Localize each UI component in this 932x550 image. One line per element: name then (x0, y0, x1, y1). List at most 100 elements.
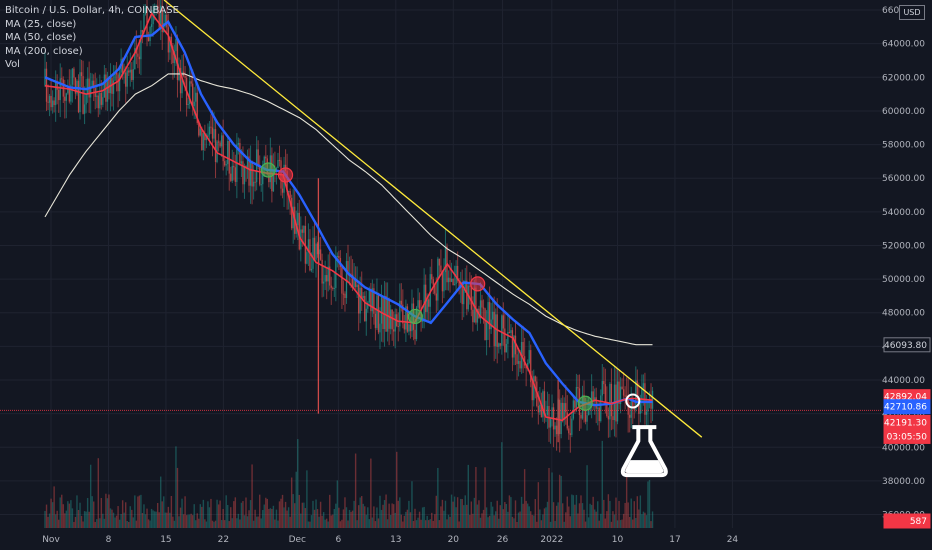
candle-body (344, 293, 346, 299)
candle-body (543, 391, 546, 416)
volume-bar (476, 504, 479, 528)
candle-body (208, 126, 211, 135)
candle-body (85, 94, 87, 105)
candle-body (406, 306, 409, 332)
volume-bar (610, 521, 613, 528)
volume-bar (100, 497, 103, 528)
volume-histogram (44, 439, 654, 528)
volume-bar (367, 507, 369, 528)
x-tick-label: 17 (669, 535, 680, 545)
volume-bar (543, 508, 546, 528)
legend-ma50[interactable]: MA (50, close) (5, 32, 77, 43)
candle-body (138, 56, 141, 60)
volume-bar (498, 518, 500, 528)
volume-bar (102, 513, 104, 528)
volume-bar (638, 509, 640, 528)
volume-bar (563, 521, 565, 528)
candle-body (195, 92, 197, 102)
candle-body (164, 14, 166, 23)
candle-body (385, 295, 387, 332)
candle-body (432, 279, 434, 285)
candle-body (645, 411, 648, 415)
candle-body (50, 95, 52, 108)
volume-bar (333, 509, 336, 528)
candle-body (423, 284, 425, 320)
currency-label[interactable]: USD (899, 5, 925, 20)
volume-bar (245, 497, 247, 528)
volume-bar (195, 520, 197, 528)
candle-body (330, 285, 332, 288)
candle-body (287, 191, 290, 193)
volume-bar (161, 501, 163, 528)
candle-body (391, 309, 393, 330)
volume-bar (163, 496, 165, 528)
volume-bar (453, 496, 456, 528)
y-tick-label: 48000.00 (882, 309, 925, 319)
volume-bar (202, 499, 205, 528)
volume-bar (619, 520, 622, 528)
volume-bar (121, 500, 124, 528)
candle-body (193, 101, 195, 107)
candle-body (554, 425, 556, 430)
time-axis[interactable]: Nov 8 15 22 Dec 6 13 20 26 2022 10 17 24 (42, 535, 738, 545)
candle-body (54, 81, 57, 106)
candle-body (74, 77, 77, 94)
volume-bar (187, 514, 189, 528)
volume-bar (373, 506, 375, 528)
volume-bar (128, 521, 130, 528)
volume-bar (97, 458, 99, 528)
candle-body (525, 365, 527, 369)
candle-body (370, 289, 372, 312)
volume-bar (580, 495, 582, 528)
volume-bar (603, 499, 605, 528)
candle-body (315, 243, 317, 260)
volume-bar (470, 501, 473, 528)
volume-bar (341, 519, 343, 528)
candle-body (347, 261, 349, 275)
volume-bar (429, 519, 431, 528)
candle-body (312, 237, 314, 269)
candle-body (246, 156, 249, 169)
candle-body (575, 387, 578, 408)
legend-ma25[interactable]: MA (25, close) (5, 18, 77, 30)
symbol-title[interactable]: Bitcoin / U.S. Dollar, 4h, COINBASE (5, 5, 179, 16)
volume-bar (499, 505, 501, 528)
candle-body (458, 280, 460, 288)
volume-bar (322, 512, 325, 528)
volume-bar (274, 519, 276, 528)
candle-body (214, 129, 217, 162)
volume-bar (167, 506, 170, 528)
volume-bar (141, 513, 144, 528)
legend-ma200[interactable]: MA (200, close) (5, 45, 83, 57)
candle-body (417, 300, 419, 308)
candle-body (292, 206, 294, 229)
candle-body (230, 173, 232, 181)
candle-body (389, 309, 392, 329)
volume-bar (508, 495, 511, 528)
candle-body (405, 306, 407, 330)
volume-bar (513, 518, 515, 528)
candle-body (533, 376, 535, 401)
candle-body (507, 332, 509, 344)
y-tick-label: 52000.00 (882, 241, 925, 251)
candle-body (56, 81, 58, 90)
volume-bar (394, 512, 396, 528)
legend-volume[interactable]: Vol (5, 59, 20, 70)
chart-legend: Bitcoin / U.S. Dollar, 4h, COINBASE MA (… (5, 4, 179, 72)
volume-bar (181, 498, 183, 528)
volume-bar (633, 501, 635, 528)
volume-bar (149, 520, 151, 528)
volume-bar (105, 493, 107, 528)
volume-bar (258, 494, 261, 528)
candle-body (147, 37, 150, 42)
candle-body (198, 122, 200, 136)
volume-bar (428, 520, 430, 528)
volume-bar (324, 519, 326, 528)
volume-bar (636, 496, 639, 528)
volume-bar (70, 500, 72, 528)
volume-bar (412, 521, 415, 528)
y-tick-label: 58000.00 (882, 141, 925, 151)
price-axis[interactable]: 36000.0038000.0040000.0042000.0044000.00… (882, 6, 925, 521)
candle-body (272, 169, 275, 192)
